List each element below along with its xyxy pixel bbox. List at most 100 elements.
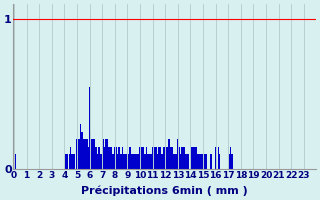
Bar — [183, 147, 185, 169]
Bar — [120, 154, 122, 169]
Bar — [148, 154, 149, 169]
Bar — [83, 139, 84, 169]
X-axis label: Précipitations 6min ( mm ): Précipitations 6min ( mm ) — [81, 185, 248, 196]
Bar — [101, 139, 103, 169]
Bar — [100, 154, 101, 169]
Bar — [161, 154, 162, 169]
Bar — [151, 154, 152, 169]
Bar — [158, 147, 160, 169]
Bar — [229, 154, 230, 169]
Bar — [65, 154, 66, 169]
Bar — [66, 154, 68, 169]
Bar — [119, 147, 120, 169]
Bar — [147, 154, 148, 169]
Bar — [218, 147, 219, 169]
Bar — [160, 147, 161, 169]
Bar — [133, 154, 134, 169]
Bar — [152, 147, 153, 169]
Bar — [98, 147, 99, 169]
Bar — [157, 154, 158, 169]
Bar — [201, 154, 202, 169]
Bar — [210, 154, 211, 169]
Bar — [76, 139, 77, 169]
Bar — [125, 154, 127, 169]
Bar — [105, 139, 107, 169]
Bar — [109, 147, 110, 169]
Bar — [179, 147, 180, 169]
Bar — [73, 154, 74, 169]
Bar — [231, 154, 233, 169]
Bar — [205, 154, 206, 169]
Bar — [81, 132, 83, 169]
Bar — [196, 147, 197, 169]
Bar — [156, 147, 157, 169]
Bar — [89, 87, 90, 169]
Bar — [15, 154, 16, 169]
Bar — [88, 147, 89, 169]
Bar — [85, 139, 86, 169]
Bar — [71, 154, 73, 169]
Bar — [197, 154, 199, 169]
Bar — [107, 139, 108, 169]
Bar — [113, 154, 114, 169]
Bar — [190, 139, 191, 169]
Bar — [70, 147, 71, 169]
Bar — [137, 154, 138, 169]
Bar — [181, 147, 182, 169]
Bar — [162, 154, 163, 169]
Bar — [172, 147, 173, 169]
Bar — [143, 147, 144, 169]
Bar — [136, 154, 137, 169]
Bar — [123, 154, 124, 169]
Bar — [93, 139, 94, 169]
Bar — [215, 147, 216, 169]
Bar — [164, 139, 166, 169]
Bar — [97, 154, 98, 169]
Bar — [112, 154, 113, 169]
Bar — [149, 154, 151, 169]
Bar — [117, 154, 118, 169]
Bar — [74, 154, 75, 169]
Bar — [167, 147, 168, 169]
Bar — [140, 147, 142, 169]
Bar — [192, 147, 194, 169]
Bar — [194, 147, 195, 169]
Bar — [132, 154, 133, 169]
Bar — [80, 124, 81, 169]
Bar — [127, 154, 128, 169]
Bar — [144, 154, 146, 169]
Bar — [182, 147, 183, 169]
Bar — [153, 147, 155, 169]
Bar — [211, 154, 212, 169]
Bar — [138, 154, 139, 169]
Bar — [206, 154, 207, 169]
Bar — [104, 147, 105, 169]
Bar — [230, 147, 231, 169]
Bar — [122, 147, 123, 169]
Bar — [99, 147, 100, 169]
Bar — [103, 139, 104, 169]
Bar — [77, 139, 79, 169]
Bar — [163, 147, 164, 169]
Bar — [86, 139, 88, 169]
Bar — [186, 154, 187, 169]
Bar — [199, 154, 200, 169]
Bar — [171, 147, 172, 169]
Bar — [168, 139, 170, 169]
Bar — [187, 154, 188, 169]
Bar — [155, 147, 156, 169]
Bar — [95, 147, 97, 169]
Bar — [180, 154, 181, 169]
Bar — [219, 154, 220, 169]
Bar — [129, 147, 131, 169]
Bar — [175, 154, 176, 169]
Bar — [166, 147, 167, 169]
Bar — [146, 147, 147, 169]
Bar — [200, 154, 201, 169]
Bar — [110, 147, 112, 169]
Bar — [170, 147, 171, 169]
Bar — [108, 147, 109, 169]
Bar — [134, 154, 136, 169]
Bar — [142, 147, 143, 169]
Bar — [131, 154, 132, 169]
